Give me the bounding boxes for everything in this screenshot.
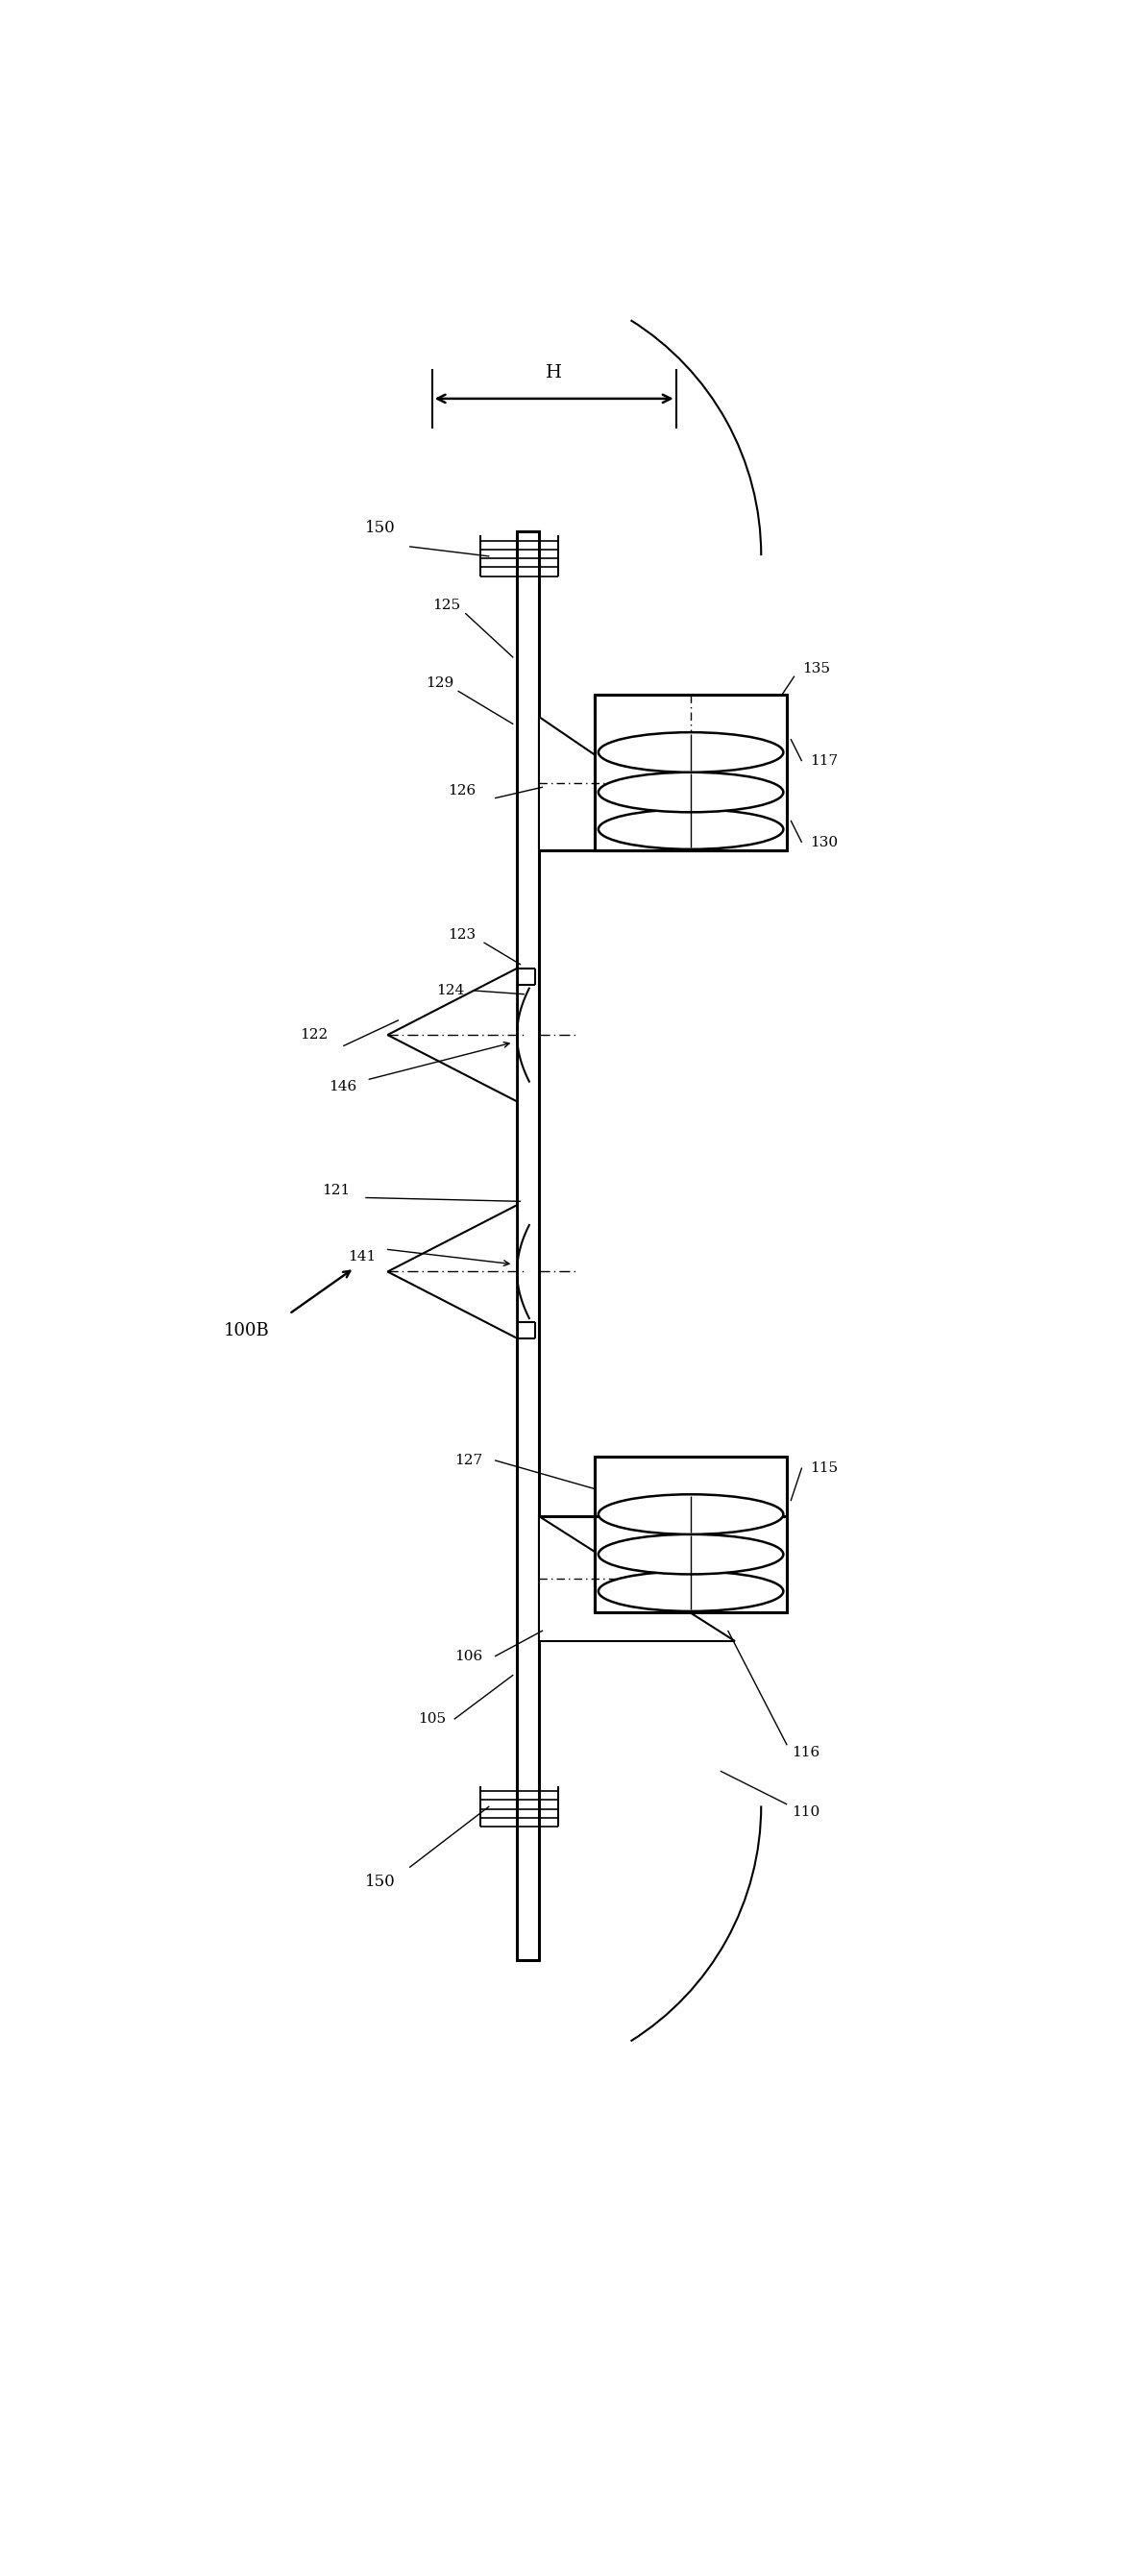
Ellipse shape xyxy=(598,809,783,850)
Text: 117: 117 xyxy=(810,755,838,768)
Text: 115: 115 xyxy=(810,1461,838,1473)
Polygon shape xyxy=(387,1206,518,1340)
Ellipse shape xyxy=(598,732,783,773)
Ellipse shape xyxy=(598,773,783,811)
Text: 124: 124 xyxy=(436,984,465,997)
Bar xyxy=(518,531,539,1960)
Text: 123: 123 xyxy=(448,927,476,943)
Text: 116: 116 xyxy=(792,1747,820,1759)
Text: 150: 150 xyxy=(364,520,395,536)
Text: 129: 129 xyxy=(425,677,453,690)
Text: 100B: 100B xyxy=(224,1321,270,1340)
Polygon shape xyxy=(539,716,736,850)
Bar xyxy=(595,1455,788,1613)
Ellipse shape xyxy=(598,1535,783,1574)
Text: H: H xyxy=(546,363,562,381)
Text: 125: 125 xyxy=(433,600,461,613)
Text: 135: 135 xyxy=(802,662,830,675)
Text: 121: 121 xyxy=(322,1182,350,1198)
Text: 106: 106 xyxy=(454,1649,483,1664)
Polygon shape xyxy=(539,1515,736,1641)
Text: 110: 110 xyxy=(792,1806,820,1819)
Text: 130: 130 xyxy=(810,835,838,850)
Text: 146: 146 xyxy=(330,1079,358,1092)
Ellipse shape xyxy=(598,1571,783,1610)
Text: 150: 150 xyxy=(364,1873,395,1891)
Text: 105: 105 xyxy=(418,1713,446,1726)
Text: 122: 122 xyxy=(299,1028,327,1041)
Text: 141: 141 xyxy=(348,1249,376,1265)
Ellipse shape xyxy=(598,1494,783,1535)
Polygon shape xyxy=(387,969,518,1103)
Text: 126: 126 xyxy=(448,783,476,799)
Bar xyxy=(595,696,788,850)
Text: 127: 127 xyxy=(454,1453,483,1468)
